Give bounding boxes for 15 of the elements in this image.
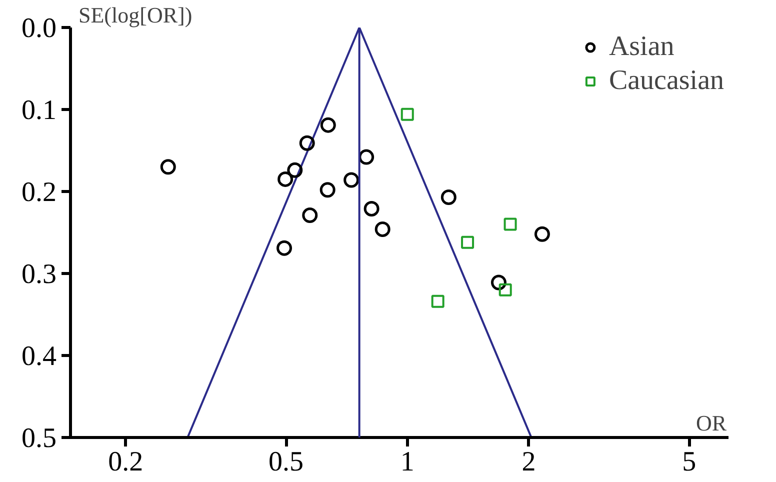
y-tick-label: 0.3 [22,259,56,290]
x-tick-label: 0.5 [268,446,304,478]
x-tick-label: 5 [682,446,696,478]
x-tick-label: 2 [522,446,536,478]
y-axis-title: SE(log[OR]) [78,2,192,28]
x-tick-label: 1 [400,446,414,478]
y-tick-label: 0.2 [22,177,56,208]
legend-label: Asian [608,31,674,63]
x-tick-label: 0.2 [108,446,144,478]
y-tick-label: 0.1 [22,95,56,126]
y-tick-label: 0.5 [22,423,56,454]
legend-label: Caucasian [608,65,724,97]
y-tick-label: 0.0 [22,13,56,44]
y-tick-label: 0.4 [22,341,56,372]
x-axis-title: OR [696,410,727,436]
